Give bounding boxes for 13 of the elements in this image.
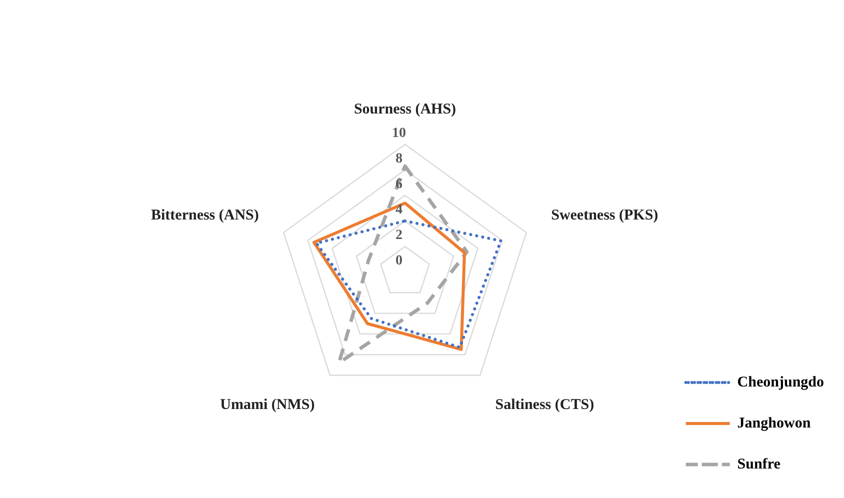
legend-label: Sunfre <box>737 456 781 472</box>
legend-label: Cheonjungdo <box>737 374 824 390</box>
y-tick-label: 0 <box>396 254 402 269</box>
spoke-label: Sweetness (PKS) <box>551 207 658 224</box>
y-tick-label: 2 <box>396 228 402 244</box>
spoke-label: Bitterness (ANS) <box>150 207 259 224</box>
legend-label: Janghowon <box>737 415 812 432</box>
y-tick-label: 10 <box>392 126 406 141</box>
spoke-label: Sourness (AHS) <box>354 101 456 118</box>
y-tick-label: 4 <box>396 202 402 218</box>
y-tick-label: 8 <box>396 152 402 167</box>
spoke-label: Saltiness (CTS) <box>495 397 594 414</box>
spoke-label: Umami (NMS) <box>220 397 315 414</box>
